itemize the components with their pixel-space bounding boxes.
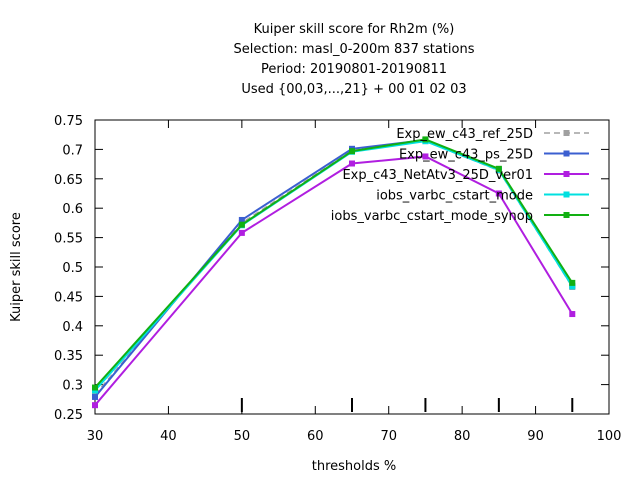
series-point [238, 229, 245, 236]
y-tick-label: 0.5 [62, 261, 83, 276]
y-tick-label: 0.75 [54, 114, 83, 129]
series-line [94, 155, 574, 406]
y-tick-label: 0.45 [54, 290, 83, 305]
series-point [238, 221, 245, 228]
axis-ticks: 0.25 0.3 0.35 0.4 0.45 0.5 0.55 0.6 0.65 0.7 0.75 3… [54, 114, 621, 444]
legend-marker [563, 212, 570, 218]
y-tick-label: 0.6 [62, 202, 83, 217]
x-tick-label: 90 [527, 429, 544, 444]
y-tick-label: 0.3 [62, 379, 83, 394]
x-tick-label: 60 [307, 429, 324, 444]
series-point [92, 402, 98, 409]
title-line: Period: 20190801-20190811 [261, 62, 447, 77]
series-point [422, 153, 429, 160]
legend-marker [563, 191, 570, 198]
y-tick-label: 0.35 [54, 349, 83, 364]
legend-marker [563, 150, 570, 157]
title-line: Kuiper skill score for Rh2m (%) [254, 22, 455, 37]
y-tick-label: 0.25 [54, 408, 83, 423]
legend-label: iobs_varbc_cstart_mode_synop [331, 209, 533, 224]
series-4 [92, 136, 576, 391]
series-point [92, 393, 98, 400]
series-line [94, 138, 574, 389]
y-tick-label: 0.7 [62, 143, 83, 158]
series-point [495, 190, 502, 197]
series-point [92, 384, 98, 391]
series-point [569, 279, 576, 286]
x-axis-label: thresholds % [312, 459, 396, 474]
x-tick-label: 40 [160, 429, 177, 444]
series-2 [92, 153, 576, 409]
legend-marker [563, 171, 570, 177]
y-tick-label: 0.55 [54, 232, 83, 247]
x-tick-label: 30 [87, 429, 104, 444]
y-axis-label: Kuiper skill score [9, 212, 24, 322]
x-tick-label: 100 [597, 429, 622, 444]
series-point [349, 160, 355, 167]
legend-label: Exp_ew_c43_ref_25D [396, 127, 533, 142]
legend-label: Exp_c43_NetAtv3_25D_ver01 [342, 168, 533, 183]
series-point [569, 311, 576, 318]
x-tick-label: 70 [380, 429, 397, 444]
series-point [349, 148, 355, 155]
y-tick-label: 0.65 [54, 173, 83, 188]
x-tick-label: 50 [234, 429, 251, 444]
title-line: Selection: masl_0-200m 837 stations [234, 42, 475, 57]
legend-label: Exp_ew_c43_ps_25D [399, 148, 533, 163]
data-series [92, 136, 576, 409]
series-point [422, 136, 429, 143]
legend-label: iobs_varbc_cstart_mode [376, 189, 533, 204]
series-point [495, 165, 502, 172]
series-point [238, 216, 245, 223]
legend-marker [563, 130, 570, 136]
y-tick-label: 0.4 [62, 320, 83, 335]
series-point [569, 283, 576, 290]
x-tick-label: 80 [454, 429, 471, 444]
chart-title: Kuiper skill score for Rh2m (%) Selection… [234, 22, 475, 97]
title-line: Used {00,03,...,21} + 00 01 02 03 [241, 82, 466, 97]
legend: Exp_ew_c43_ref_25D Exp_ew_c43_ps_25D Exp_c… [331, 127, 589, 224]
